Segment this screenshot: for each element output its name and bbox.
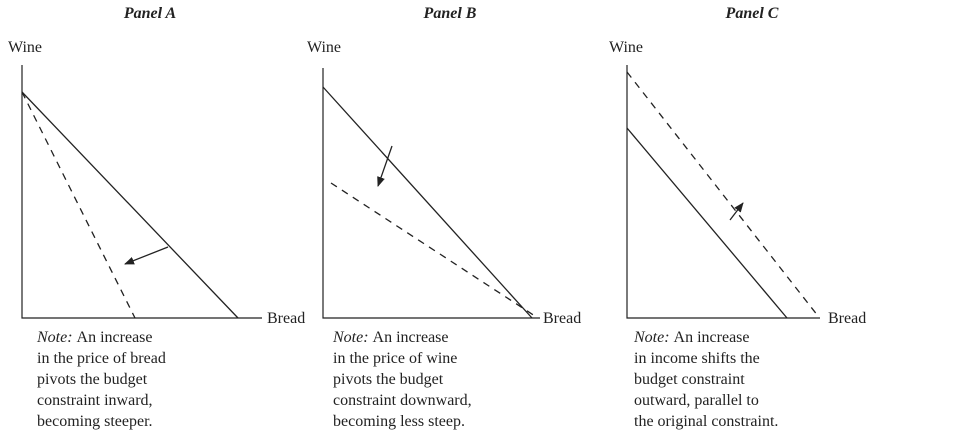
note-line: in income shifts the xyxy=(634,350,760,367)
note-line: pivots the budget xyxy=(333,371,444,388)
new-constraint xyxy=(21,91,136,319)
note-lead: Note: xyxy=(633,329,670,346)
note-line: becoming steeper. xyxy=(37,413,153,430)
shift-arrow xyxy=(124,246,169,265)
note-line: outward, parallel to xyxy=(634,392,759,409)
note-line: constraint inward, xyxy=(37,392,153,409)
note-line: Note: An increase xyxy=(332,329,449,346)
new-constraint xyxy=(330,182,539,319)
shift-arrow xyxy=(729,202,744,221)
original-constraint xyxy=(626,127,788,319)
axes xyxy=(626,65,820,319)
note-line: budget constraint xyxy=(634,371,745,388)
y-axis-label: Wine xyxy=(307,39,341,56)
panel-b-diagram xyxy=(322,68,540,319)
x-axis-label: Bread xyxy=(267,310,305,327)
y-axis-label: Wine xyxy=(609,39,643,56)
note-line: in the price of bread xyxy=(37,350,166,367)
note-line: Note: An increase xyxy=(633,329,750,346)
panel-c-diagram xyxy=(626,65,820,319)
panel-a-diagram xyxy=(21,65,262,319)
note-lead: Note: xyxy=(36,329,73,346)
note-line: the original constraint. xyxy=(634,413,778,430)
note-lead: Note: xyxy=(332,329,369,346)
note-line: pivots the budget xyxy=(37,371,148,388)
y-axis-label: Wine xyxy=(8,39,42,56)
axes xyxy=(322,68,540,319)
note-line: Note: An increase xyxy=(36,329,153,346)
note-line: becoming less steep. xyxy=(333,413,465,430)
note-text: An increase xyxy=(373,329,449,346)
original-constraint xyxy=(322,86,533,319)
note-text: An increase xyxy=(77,329,153,346)
panel-title: Panel B xyxy=(423,5,477,22)
note-text: An increase xyxy=(674,329,750,346)
original-constraint xyxy=(21,91,239,319)
panel-title: Panel C xyxy=(725,5,779,22)
panel-title: Panel A xyxy=(123,5,177,22)
x-axis-label: Bread xyxy=(543,310,581,327)
shift-arrow xyxy=(377,145,393,187)
note-line: in the price of wine xyxy=(333,350,457,367)
note-line: constraint downward, xyxy=(333,392,472,409)
new-constraint xyxy=(626,71,819,317)
x-axis-label: Bread xyxy=(828,310,866,327)
axes xyxy=(21,65,262,319)
